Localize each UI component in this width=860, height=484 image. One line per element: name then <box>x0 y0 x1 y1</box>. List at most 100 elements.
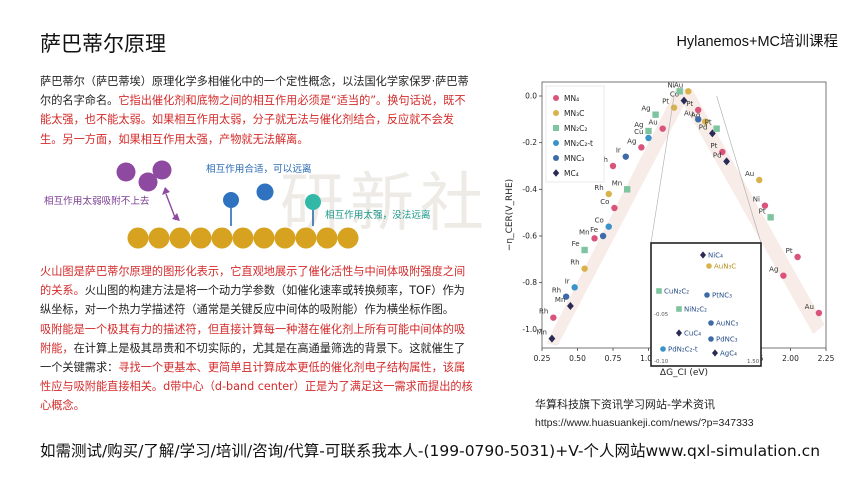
data-point-MN4 <box>611 204 618 212</box>
data-point-MN3C <box>685 88 692 95</box>
point-label: Mn <box>555 296 565 304</box>
weak-molecule <box>152 160 172 180</box>
intro-text: 萨巴蒂尔（萨巴蒂埃）原理化学多相催化中的一个定性概念，以法国化学家保罗·萨巴蒂尔… <box>40 75 469 108</box>
surface-atom <box>295 227 317 249</box>
volcano-red-1: 火山图是萨巴蒂尔原理的图形化表示，它直观地展示了催化活性与中间体吸附强度之间的关… <box>40 265 466 298</box>
y-tick-label: -0.6 <box>522 232 537 241</box>
data-point-MNC3 <box>562 293 570 300</box>
point-label: Ag <box>634 121 643 129</box>
data-point-MN2C2 <box>767 214 774 221</box>
data-point-MNC3 <box>695 116 702 123</box>
data-point-MNC3 <box>599 232 607 240</box>
data-point-MN4 <box>609 162 617 170</box>
surface-atom <box>274 227 296 249</box>
data-point-MN4 <box>550 314 557 321</box>
surface-atom <box>232 227 254 249</box>
data-point-MN2C2-t <box>645 134 652 142</box>
point-label: Pt <box>686 100 693 108</box>
source-url[interactable]: https://www.huasuankeji.com/news/?p=3473… <box>535 417 754 429</box>
data-point-MN3C <box>581 265 588 272</box>
point-label: Au <box>684 109 693 117</box>
sabatier-illustration: 相互作用太弱吸附不上去 相互作用合适，可以远离 相互作用太强，没法远离 <box>44 160 431 249</box>
intro-highlight: 它指出催化剂和底物之间的相互作用必须是“适当的”。换句话说，既不能太强，也不能太… <box>40 94 466 146</box>
surface-atom <box>127 227 149 249</box>
data-point-MNC3 <box>553 155 559 161</box>
data-point-MN4 <box>553 95 559 101</box>
data-point-MNC3 <box>704 292 710 298</box>
surface-atom <box>316 227 338 249</box>
point-label: Ir <box>616 147 621 155</box>
zoom-inset: -0.05 -0.10 1.50 NiC₄ AuN₃C CuN₂C₂ PtNC₃ NiN₂C₂… <box>650 95 762 367</box>
inset-frame <box>650 242 762 367</box>
point-label: Pt <box>705 119 712 127</box>
data-point-MC4 <box>680 96 688 105</box>
data-point-MN3C <box>702 118 709 125</box>
x-tick-label: 0.50 <box>569 354 586 363</box>
point-label: Ag <box>769 266 778 274</box>
data-point-MN2C2 <box>581 246 588 254</box>
strong-molecule <box>305 194 321 210</box>
point-label: Co <box>600 198 609 206</box>
surface-atom <box>337 227 359 249</box>
inset-label: AgC₄ <box>720 350 737 358</box>
weak-arrow <box>165 193 177 221</box>
data-point-MC4 <box>700 251 706 259</box>
legend-box <box>545 85 605 183</box>
point-label: Mn <box>579 228 589 236</box>
inset-y-tick: -0.10 <box>654 359 669 365</box>
point-label: Pt <box>759 207 766 215</box>
point-label: Pt <box>710 142 717 150</box>
point-label: Pt <box>662 98 669 106</box>
y-tick-label: -0.8 <box>522 278 537 287</box>
point-label: Ag <box>641 105 650 113</box>
point-label: Rh <box>552 287 561 295</box>
x-tick-label: 1.00 <box>640 354 657 363</box>
data-point-MN2C2 <box>656 288 662 294</box>
point-label: Au <box>745 170 754 178</box>
legend-label: MN₄ <box>564 94 579 103</box>
x-axis-label: ΔG_CI (eV) <box>660 368 708 378</box>
data-point-MC4 <box>567 302 574 310</box>
inset-label: PdN₂C₂-t <box>668 346 698 354</box>
data-point-MN2C2 <box>713 125 720 132</box>
point-label: Fe <box>572 240 580 248</box>
volcano-plot: 0.250.500.751.001.251.501.752.002.250.0-… <box>505 81 835 378</box>
data-point-MN2C2 <box>553 125 559 131</box>
data-point-MC4 <box>552 169 560 177</box>
point-label: Ag <box>691 112 700 120</box>
label-strong: 相互作用太强，没法远离 <box>325 209 431 221</box>
data-point-MC4 <box>676 329 682 337</box>
point-label: Cu <box>634 128 643 136</box>
data-point-MN2C2-t <box>605 223 612 230</box>
data-point-MC4 <box>723 157 730 166</box>
inset-label: PtNC₃ <box>712 292 732 300</box>
point-label: Rh <box>594 184 603 192</box>
inset-label: CuN₂C₂ <box>664 288 689 296</box>
y-tick-label: -0.4 <box>522 185 537 194</box>
data-point-MN2C2-t <box>660 346 666 352</box>
catalyst-surface <box>127 227 359 249</box>
legend-label: MN₃C <box>564 109 584 118</box>
data-point-MN2C2 <box>676 88 683 95</box>
data-point-MN3C <box>756 176 763 184</box>
data-point-MN2C2 <box>624 186 631 193</box>
y-tick-label: -0.2 <box>522 138 537 147</box>
inset-label: NiC₄ <box>708 252 723 260</box>
data-point-MN3C <box>605 190 612 198</box>
data-point-MN4 <box>780 272 787 279</box>
point-label: Pd <box>713 151 722 159</box>
point-label: Ir <box>565 277 570 285</box>
data-point-MN4 <box>659 125 666 132</box>
inset-label: AuNC₃ <box>716 320 738 328</box>
x-tick-label: 0.75 <box>605 354 622 363</box>
volcano-text-1: 火山图的构建方法是将一个动力学参数（如催化速率或转换频率，TOF）作为纵坐标，对… <box>40 284 465 317</box>
legend-label: MN₂C₂-t <box>564 139 593 148</box>
point-label: Au <box>805 303 814 311</box>
caption: 华算科技旗下资讯学习网站-学术资讯 <box>535 398 715 411</box>
y-tick-label: 0.0 <box>525 92 537 101</box>
weak-molecule <box>138 172 158 192</box>
point-label: Ni <box>753 196 760 204</box>
inset-label: CuC₄ <box>684 330 701 338</box>
data-point-MN4 <box>761 202 769 209</box>
point-label: Au <box>648 119 657 127</box>
